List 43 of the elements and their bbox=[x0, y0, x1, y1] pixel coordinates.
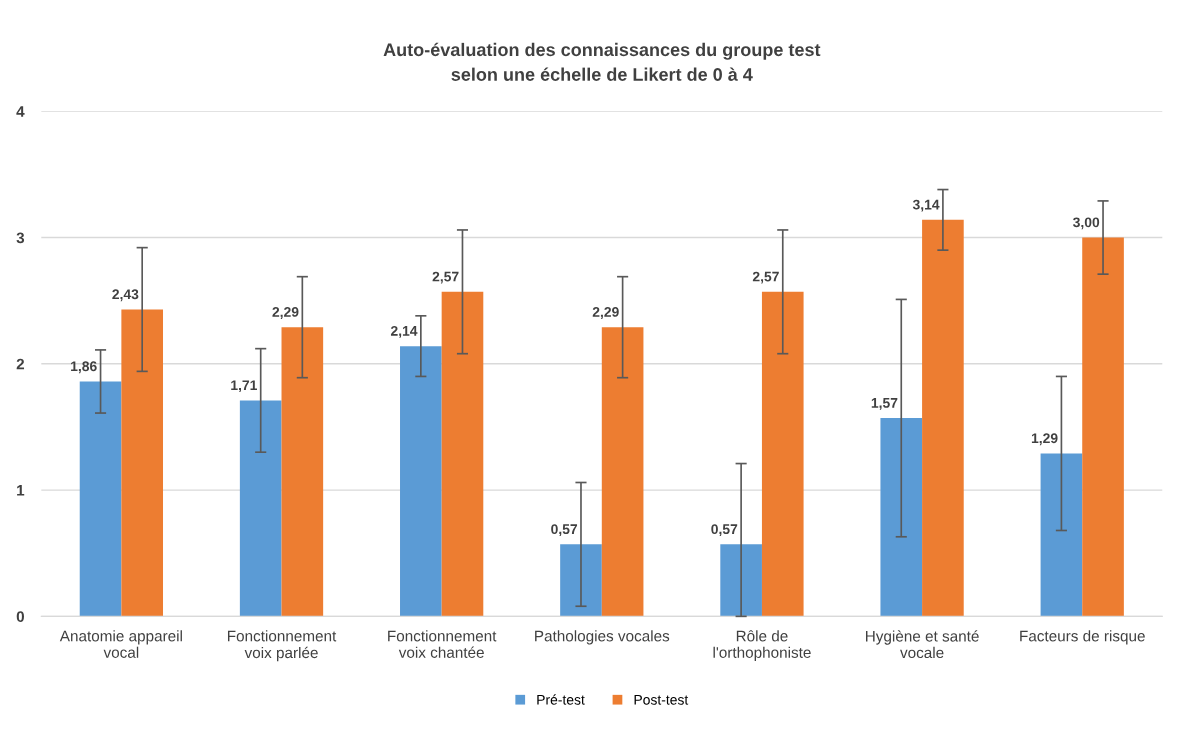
data-label: 2,29 bbox=[592, 307, 619, 319]
x-tick-label: Rôle de l'orthophoniste bbox=[713, 630, 811, 661]
x-tick-label: Facteurs de risque bbox=[1020, 630, 1145, 645]
y-tick-label: 2 bbox=[16, 358, 25, 370]
x-tick-label: Hygiène et santé vocale bbox=[866, 630, 979, 659]
y-tick-label: 1 bbox=[17, 485, 25, 496]
x-tick-label: Anatomie appareil vocal bbox=[59, 630, 182, 658]
bar bbox=[720, 544, 762, 617]
bar bbox=[601, 327, 644, 617]
bar bbox=[880, 418, 923, 617]
y-tick-label: 0 bbox=[16, 611, 25, 623]
data-label: 2,57 bbox=[432, 271, 459, 284]
y-tick-label: 3 bbox=[16, 232, 25, 244]
chart-title: Auto-évaluation des connaissances du groupe test selon une échelle de Likert de 0 à 4 bbox=[383, 42, 821, 81]
bar bbox=[79, 381, 122, 617]
x-tick-label: Fonctionnement voix chantée bbox=[388, 630, 497, 658]
data-label: 0,57 bbox=[711, 524, 738, 537]
bar bbox=[281, 327, 324, 617]
legend-label: Pré-test bbox=[537, 694, 585, 705]
bar bbox=[560, 544, 602, 617]
bar bbox=[441, 291, 484, 617]
bar bbox=[400, 346, 442, 617]
bar bbox=[1040, 453, 1083, 617]
legend-label: Post-test bbox=[634, 695, 689, 705]
bar bbox=[761, 291, 804, 617]
bar bbox=[121, 309, 164, 617]
data-label: 2,57 bbox=[752, 271, 779, 284]
data-label: 1,29 bbox=[1031, 433, 1058, 446]
bar bbox=[922, 219, 964, 617]
x-tick-label: Fonctionnement voix parlée bbox=[227, 630, 337, 662]
bar bbox=[1082, 237, 1124, 617]
data-label: 1,71 bbox=[231, 380, 257, 393]
bar bbox=[239, 400, 282, 617]
y-tick-label: 4 bbox=[16, 106, 25, 117]
data-label: 1,86 bbox=[71, 361, 97, 374]
data-label: 3,00 bbox=[1073, 217, 1100, 230]
data-label: 2,43 bbox=[112, 289, 139, 302]
data-label: 0,57 bbox=[551, 524, 578, 537]
data-label: 2,29 bbox=[272, 307, 299, 319]
data-label: 1,57 bbox=[871, 398, 898, 410]
data-label: 3,14 bbox=[912, 199, 940, 212]
data-label: 2,14 bbox=[390, 325, 418, 338]
x-tick-label: Pathologies vocales bbox=[535, 630, 670, 645]
